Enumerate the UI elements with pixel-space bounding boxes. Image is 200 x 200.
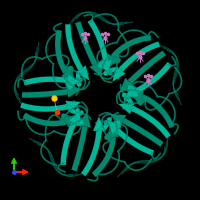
Polygon shape [110, 114, 126, 126]
Polygon shape [64, 105, 74, 110]
Polygon shape [110, 56, 119, 62]
Polygon shape [118, 103, 134, 114]
Polygon shape [92, 137, 116, 177]
Polygon shape [20, 102, 68, 112]
Polygon shape [110, 125, 121, 139]
Polygon shape [101, 117, 112, 132]
Polygon shape [69, 77, 83, 87]
Polygon shape [113, 120, 121, 127]
Polygon shape [101, 63, 113, 75]
Polygon shape [103, 53, 111, 62]
Polygon shape [107, 119, 121, 134]
Polygon shape [60, 76, 70, 83]
Polygon shape [69, 111, 81, 126]
Polygon shape [104, 132, 117, 141]
Polygon shape [61, 68, 74, 82]
Polygon shape [141, 94, 175, 128]
Polygon shape [138, 92, 144, 106]
Polygon shape [64, 116, 78, 128]
Polygon shape [124, 86, 139, 97]
Polygon shape [76, 67, 83, 75]
Polygon shape [93, 117, 105, 131]
Polygon shape [64, 70, 70, 86]
Polygon shape [122, 118, 164, 147]
Polygon shape [66, 74, 81, 86]
Polygon shape [128, 51, 166, 84]
Polygon shape [97, 60, 104, 70]
Polygon shape [68, 107, 84, 115]
Polygon shape [122, 93, 134, 106]
Polygon shape [103, 67, 118, 76]
Polygon shape [23, 76, 68, 86]
Polygon shape [23, 113, 67, 126]
Polygon shape [67, 67, 72, 76]
Polygon shape [100, 60, 112, 75]
Polygon shape [128, 104, 137, 109]
Polygon shape [119, 78, 134, 93]
Polygon shape [107, 132, 113, 141]
Polygon shape [132, 87, 143, 99]
Polygon shape [61, 113, 71, 126]
Polygon shape [135, 62, 172, 94]
Polygon shape [75, 108, 81, 123]
Polygon shape [60, 122, 77, 165]
Polygon shape [66, 86, 82, 98]
Polygon shape [76, 71, 82, 87]
Polygon shape [90, 61, 102, 77]
Polygon shape [88, 19, 108, 61]
Polygon shape [115, 65, 121, 73]
Polygon shape [22, 89, 68, 98]
Polygon shape [130, 91, 144, 103]
Polygon shape [65, 85, 75, 90]
Polygon shape [131, 106, 171, 139]
Polygon shape [124, 89, 133, 102]
Polygon shape [119, 41, 160, 72]
Polygon shape [78, 117, 84, 126]
Polygon shape [71, 126, 88, 171]
Polygon shape [69, 119, 76, 129]
Polygon shape [112, 128, 121, 136]
Polygon shape [106, 54, 118, 68]
Polygon shape [137, 96, 145, 102]
Polygon shape [75, 21, 97, 65]
Polygon shape [81, 131, 102, 176]
Polygon shape [107, 124, 119, 138]
Polygon shape [55, 30, 68, 74]
Polygon shape [103, 120, 118, 127]
Polygon shape [64, 118, 79, 126]
Polygon shape [61, 115, 71, 120]
Polygon shape [111, 35, 151, 59]
Polygon shape [101, 56, 115, 64]
Polygon shape [112, 67, 126, 82]
Polygon shape [98, 125, 102, 135]
Polygon shape [115, 128, 154, 156]
Polygon shape [136, 88, 144, 96]
Polygon shape [79, 112, 91, 127]
Polygon shape [63, 66, 73, 78]
Polygon shape [127, 85, 135, 92]
Polygon shape [108, 55, 121, 63]
Polygon shape [76, 65, 89, 80]
Polygon shape [66, 101, 81, 112]
Polygon shape [65, 24, 83, 70]
